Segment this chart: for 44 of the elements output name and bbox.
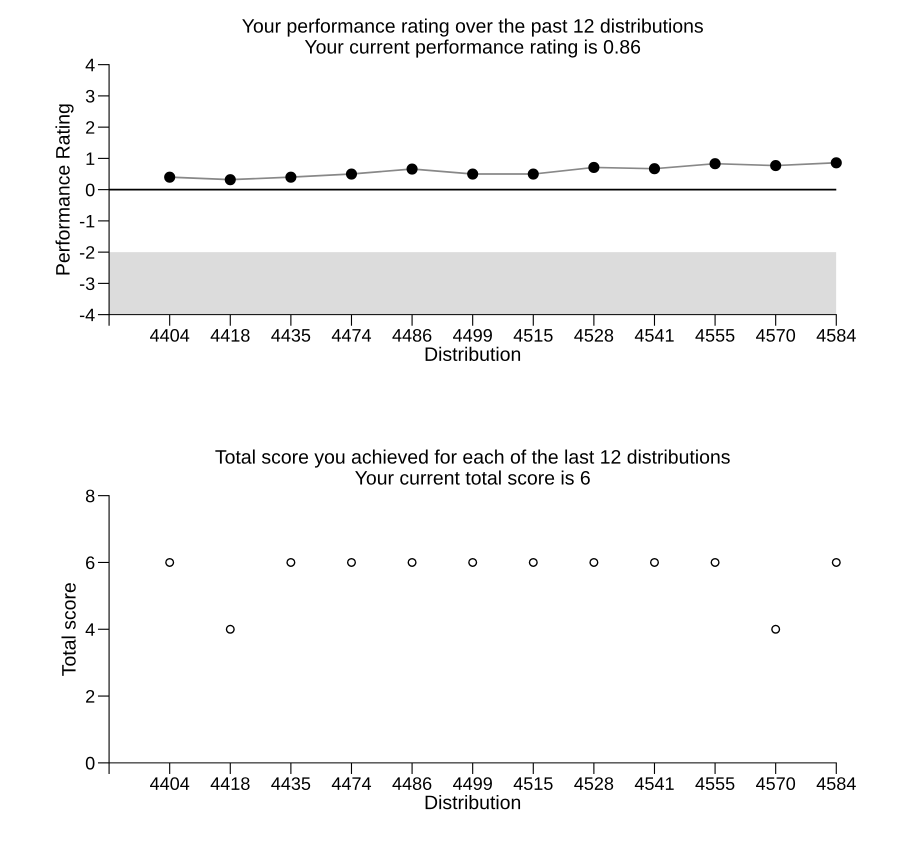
y-tick-label: 0 [86,756,94,770]
y-axis-title: Total score [61,583,76,676]
x-axis-title: Distribution [426,346,520,362]
x-axis-title: Distribution [426,794,520,810]
x-tick-label: 4404 [150,777,190,790]
y-tick-label: -4 [80,308,95,322]
chart-title: Your performance rating over the past 12 distributions Your current performance rating is 0.86 [242,18,703,58]
x-tick-label: 4499 [453,777,492,790]
x-tick-label: 4515 [514,329,553,342]
x-tick-label: 4541 [634,329,674,342]
y-tick-label: 2 [86,121,94,134]
x-tick-label: 4584 [816,777,856,790]
chart-title: Total score you achieved for each of the last 12 distributions Your current total score is 6 [215,450,730,485]
x-tick-label: 4486 [392,777,432,790]
y-tick-label: 6 [86,556,94,570]
x-tick-label: 4541 [634,777,674,790]
x-tick-label: 4499 [453,328,492,342]
x-tick-label: 4474 [332,329,372,342]
x-tick-label: 4555 [695,777,734,790]
y-tick-label: 8 [86,490,94,502]
x-tick-label: 4528 [574,777,614,790]
x-tick-label: 4418 [210,777,250,790]
y-tick-label: 0 [86,184,94,196]
x-tick-label: 4515 [514,777,553,790]
x-tick-label: 4555 [695,329,734,342]
x-tick-label: 4418 [210,328,250,342]
y-tick-label: -3 [80,277,94,290]
x-tick-label: 4435 [271,777,310,790]
y-tick-label: 2 [86,690,94,703]
x-tick-label: 4474 [332,777,372,790]
x-tick-label: 4570 [756,777,796,790]
x-tick-label: 4570 [756,328,796,342]
x-tick-label: 4404 [150,328,190,342]
y-axis-title: Performance Rating [55,104,74,274]
x-tick-label: 4486 [392,328,432,342]
y-tick-label: 3 [86,90,94,103]
x-tick-label: 4528 [574,328,614,342]
x-tick-label: 4435 [271,328,310,342]
y-tick-label: -2 [80,246,94,259]
y-tick-label: 4 [86,623,95,636]
y-tick-label: -1 [80,215,94,228]
y-tick-label: 1 [86,152,94,165]
y-tick-label: 4 [86,58,95,72]
x-tick-label: 4584 [816,328,856,342]
